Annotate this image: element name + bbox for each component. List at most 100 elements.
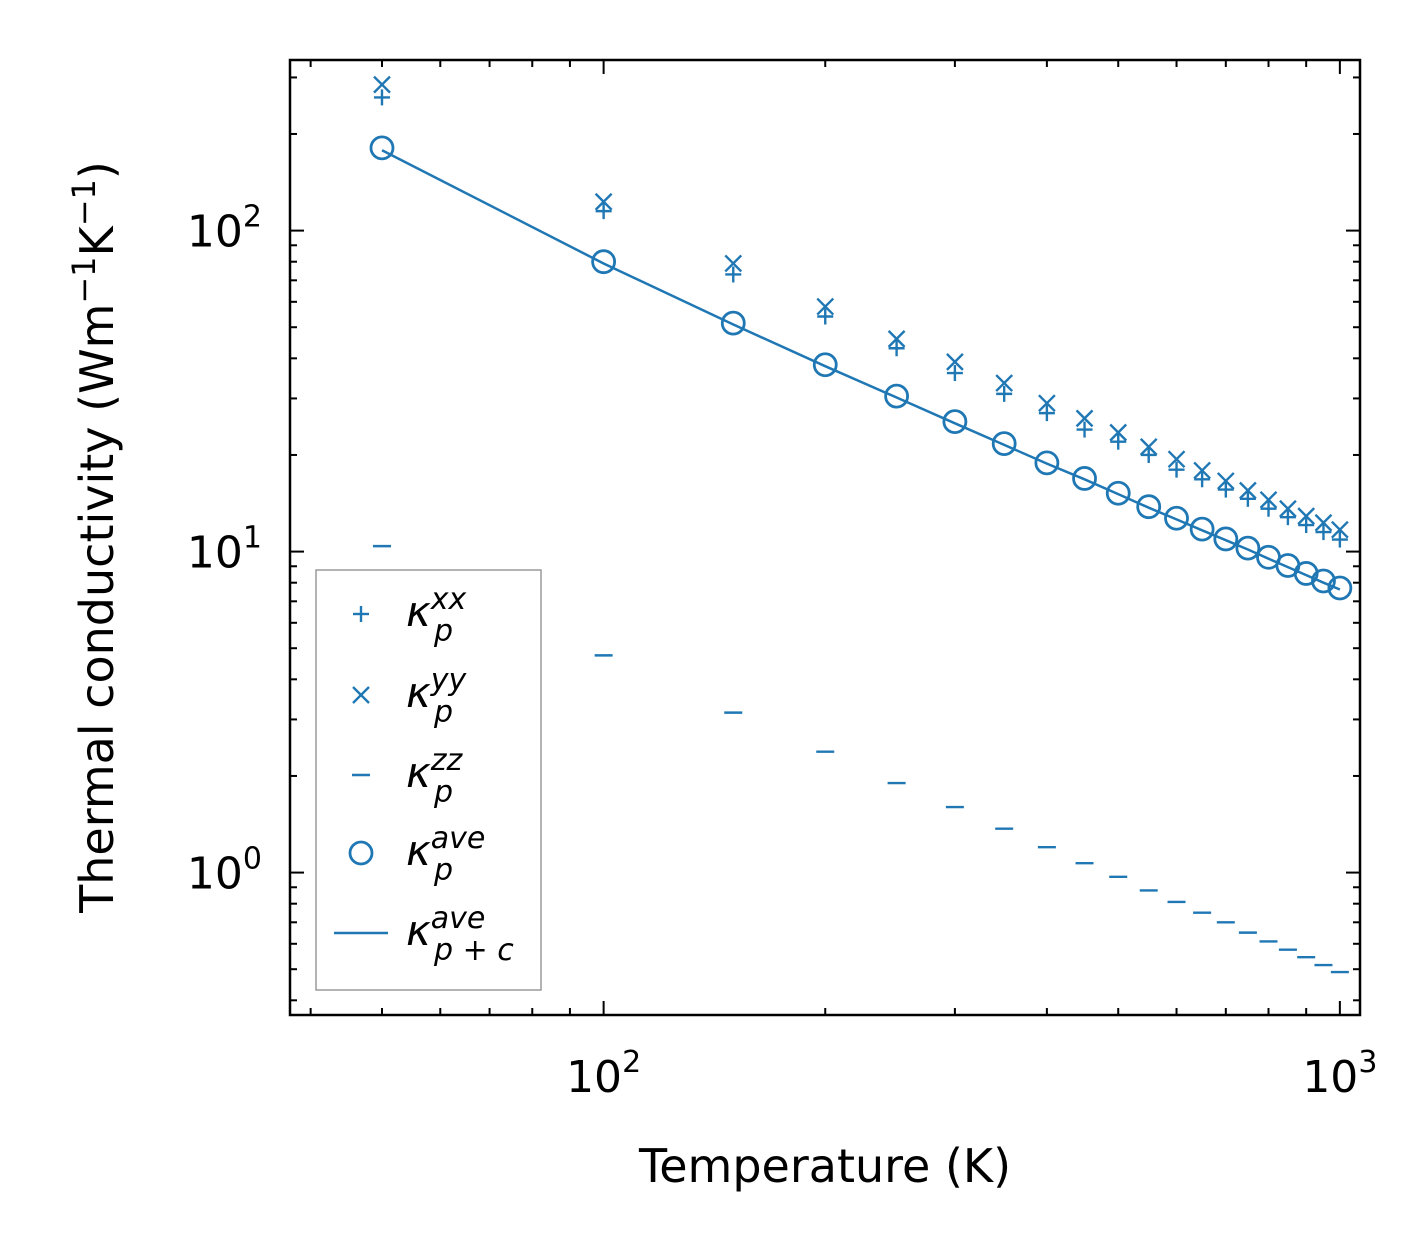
data-point — [1239, 490, 1256, 507]
data-point — [1216, 472, 1235, 490]
data-point — [724, 254, 743, 273]
data-point — [373, 75, 391, 94]
data-point — [1235, 535, 1261, 561]
y-tick-label: 100 — [187, 842, 262, 900]
data-point — [1034, 450, 1060, 476]
data-point — [1164, 505, 1189, 531]
legend-label-base: κ — [406, 748, 431, 797]
legend-label-base: κ — [406, 587, 431, 636]
data-point — [1279, 509, 1296, 526]
data-point — [594, 192, 613, 211]
data-point — [1315, 524, 1332, 541]
legend-swatch — [352, 686, 370, 704]
y-axis-label-main: Thermal conductivity (Wm — [70, 304, 124, 914]
data-point — [1193, 461, 1211, 480]
data-point — [1140, 446, 1157, 463]
y-tick-label: 101 — [187, 521, 262, 579]
data-point — [1139, 437, 1158, 456]
data-point — [1194, 471, 1211, 488]
legend-label-sub: p + c — [433, 933, 514, 968]
x-tick-labels: 102 103 — [566, 1045, 1377, 1103]
series-kappa_p_yy — [373, 75, 1349, 539]
data-point — [1168, 461, 1185, 478]
y-tick-label-base: 10 — [187, 207, 243, 258]
data-point — [1239, 481, 1257, 500]
data-point — [725, 266, 742, 283]
data-point — [1075, 409, 1094, 428]
data-point — [888, 340, 905, 357]
data-point — [1110, 433, 1127, 450]
series-kappa_p_xx — [373, 89, 1348, 548]
legend-label-sub: p — [433, 695, 453, 730]
axes-frame — [288, 58, 1362, 1017]
legend-label-base: κ — [406, 826, 431, 875]
x-tick-label-base: 10 — [1302, 1052, 1358, 1103]
data-point — [946, 365, 963, 382]
series-kappa_p_ave — [369, 135, 1353, 601]
data-point — [996, 385, 1013, 402]
y-tick-label-base: 10 — [187, 528, 243, 579]
data-point — [595, 203, 612, 220]
data-point — [1327, 575, 1353, 601]
legend-item-kappa_p_zz: κzz p — [352, 743, 464, 810]
data-point — [720, 310, 746, 336]
y-axis-label-sup1: −1 — [65, 256, 103, 303]
data-point — [1259, 490, 1278, 509]
legend-swatch — [353, 606, 369, 622]
legend-label-sup: xx — [430, 582, 467, 617]
legend-label: κave p — [406, 821, 485, 888]
data-point — [946, 353, 964, 371]
legend-label-base: κ — [406, 906, 431, 955]
data-point — [1260, 500, 1277, 517]
y-tick-label-base: 10 — [187, 849, 243, 900]
series-kappa_p_plus_c_ave — [381, 149, 1341, 591]
data-point — [1105, 480, 1131, 506]
x-tick-label: 102 — [566, 1045, 641, 1103]
data-point — [1298, 517, 1315, 534]
y-tick-label-exp: 1 — [243, 521, 262, 556]
y-axis-label: Thermal conductivity (Wm−1K−1) — [65, 161, 124, 914]
legend-label: κyy p — [406, 663, 468, 730]
y-axis-label-mid: K — [70, 224, 124, 256]
legend-item-kappa_p_yy: κyy p — [352, 663, 468, 730]
data-point — [887, 330, 906, 348]
legend-label-sup: ave — [431, 901, 486, 936]
x-tick-label-exp: 2 — [622, 1045, 641, 1080]
data-point — [1038, 394, 1056, 413]
data-point — [812, 352, 838, 378]
y-tick-label-exp: 2 — [243, 200, 262, 235]
data-point — [1279, 499, 1297, 518]
legend-label-sub: p — [433, 853, 453, 888]
data-point — [1217, 481, 1234, 498]
x-tick-label-base: 10 — [566, 1052, 622, 1103]
data-point — [991, 431, 1017, 456]
data-point — [884, 383, 909, 409]
data-point — [995, 374, 1014, 392]
legend-label: κave p + c — [406, 901, 514, 968]
data-point — [1072, 466, 1097, 491]
y-tick-label: 102 — [187, 200, 262, 258]
data-point — [1167, 450, 1186, 469]
legend-item-kappa_p_xx: κxx p — [353, 582, 467, 649]
data-point — [1076, 421, 1093, 438]
y-tick-label-exp: 0 — [243, 842, 262, 877]
data-point — [1136, 494, 1162, 520]
legend-label-sup: ave — [431, 821, 486, 856]
legend-swatch — [348, 840, 374, 866]
data-point — [1189, 516, 1215, 542]
data-point — [1314, 513, 1333, 532]
plot-area — [369, 75, 1353, 974]
data-point — [1311, 568, 1336, 594]
legend-label-base: κ — [406, 668, 431, 717]
legend-label-sub: p — [433, 775, 453, 810]
data-point — [1297, 507, 1316, 525]
x-tick-label: 103 — [1302, 1045, 1377, 1103]
data-point — [591, 249, 617, 275]
y-axis-label-sup2: −1 — [65, 179, 103, 226]
data-point — [1109, 423, 1128, 442]
data-point — [1038, 405, 1055, 422]
series-kappa_p_zz — [372, 544, 1349, 974]
